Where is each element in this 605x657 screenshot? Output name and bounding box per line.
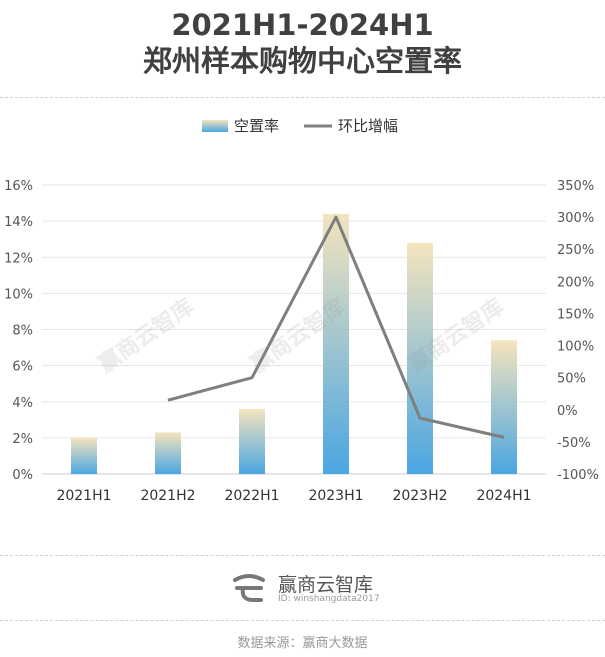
left-axis-tick: 4%	[12, 396, 33, 411]
left-axis-tick: 6%	[12, 360, 33, 375]
legend-bar-label: 空置率	[234, 117, 279, 135]
right-axis-tick: -50%	[557, 436, 591, 451]
x-axis-tick: 2021H2	[140, 488, 195, 504]
bottom-divider	[0, 555, 605, 556]
left-axis-tick: 0%	[12, 468, 33, 483]
chart-area: 空置率 环比增幅 0% 2% 4% 6% 8% 10% 12% 14% 16% -100% -50%…	[4, 117, 599, 504]
x-axis-tick: 2023H2	[392, 488, 447, 504]
left-axis-tick: 12%	[4, 251, 33, 266]
left-axis-tick: 10%	[4, 287, 33, 302]
right-axis-tick: 150%	[557, 307, 594, 322]
right-axis-tick: 350%	[557, 179, 594, 194]
footer-id: ID: winshangdata2017	[278, 594, 380, 604]
left-axis-tick: 16%	[4, 179, 33, 194]
top-divider	[0, 97, 605, 98]
chart-title-line1: 2021H1-2024H1	[171, 8, 434, 42]
right-axis-tick: 250%	[557, 243, 594, 258]
bar-2021H1	[71, 437, 97, 474]
bar-2023H2	[407, 242, 433, 474]
right-axis-tick: 200%	[557, 275, 594, 290]
right-axis-tick: 0%	[557, 404, 578, 419]
legend-bar-swatch	[202, 120, 228, 132]
footer-brand: 赢商云智库	[278, 574, 374, 596]
x-axis-tick: 2021H1	[56, 488, 111, 504]
x-axis-tick: 2023H1	[308, 488, 363, 504]
x-axis-tick: 2022H1	[224, 488, 279, 504]
bar-2022H1	[239, 408, 265, 474]
x-axis-tick: 2024H1	[476, 488, 531, 504]
right-axis-tick: -100%	[557, 468, 599, 483]
left-axis-tick: 14%	[4, 215, 33, 230]
bar-2024H1	[491, 340, 517, 474]
chart-title-line2: 郑州样本购物中心空置率	[142, 44, 462, 78]
legend-line-label: 环比增幅	[338, 117, 398, 135]
left-axis-tick: 2%	[12, 432, 33, 447]
bar-2023H1	[323, 213, 349, 474]
right-axis-tick: 50%	[557, 372, 586, 387]
footer-divider	[0, 620, 605, 621]
bar-2021H2	[155, 432, 181, 474]
data-source: 数据来源：赢商大数据	[237, 636, 368, 651]
left-axis-tick: 8%	[12, 324, 33, 339]
right-axis-tick: 300%	[557, 211, 594, 226]
right-axis-tick: 100%	[557, 340, 594, 355]
winshang-logo-icon	[233, 574, 265, 602]
